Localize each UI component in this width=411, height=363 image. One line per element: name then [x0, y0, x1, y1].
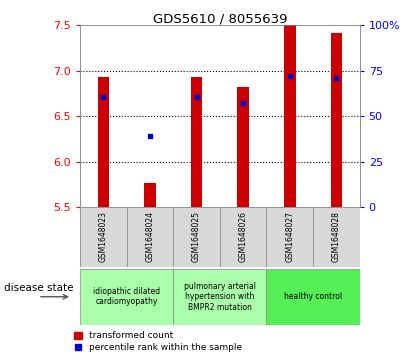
- Text: GSM1648028: GSM1648028: [332, 211, 341, 262]
- Text: GSM1648024: GSM1648024: [145, 211, 155, 262]
- Bar: [313, 207, 360, 267]
- Bar: [266, 269, 360, 325]
- Bar: [127, 207, 173, 267]
- Text: GSM1648025: GSM1648025: [192, 211, 201, 262]
- Text: idiopathic dilated
cardiomyopathy: idiopathic dilated cardiomyopathy: [93, 287, 160, 306]
- Legend: transformed count, percentile rank within the sample: transformed count, percentile rank withi…: [74, 331, 242, 352]
- Bar: [191, 77, 202, 207]
- Bar: [237, 87, 249, 207]
- Bar: [330, 33, 342, 207]
- Bar: [80, 269, 173, 325]
- Text: GSM1648027: GSM1648027: [285, 211, 294, 262]
- Text: GSM1648023: GSM1648023: [99, 211, 108, 262]
- Text: pulmonary arterial
hypertension with
BMPR2 mutation: pulmonary arterial hypertension with BMP…: [184, 282, 256, 312]
- Bar: [220, 207, 266, 267]
- Bar: [97, 77, 109, 207]
- Bar: [266, 207, 313, 267]
- Bar: [173, 207, 220, 267]
- Text: healthy control: healthy control: [284, 292, 342, 301]
- Text: GDS5610 / 8055639: GDS5610 / 8055639: [152, 13, 287, 26]
- Bar: [284, 25, 296, 207]
- Text: disease state: disease state: [4, 283, 74, 293]
- Bar: [173, 269, 266, 325]
- Bar: [80, 207, 127, 267]
- Bar: [144, 183, 156, 207]
- Text: GSM1648026: GSM1648026: [239, 211, 248, 262]
